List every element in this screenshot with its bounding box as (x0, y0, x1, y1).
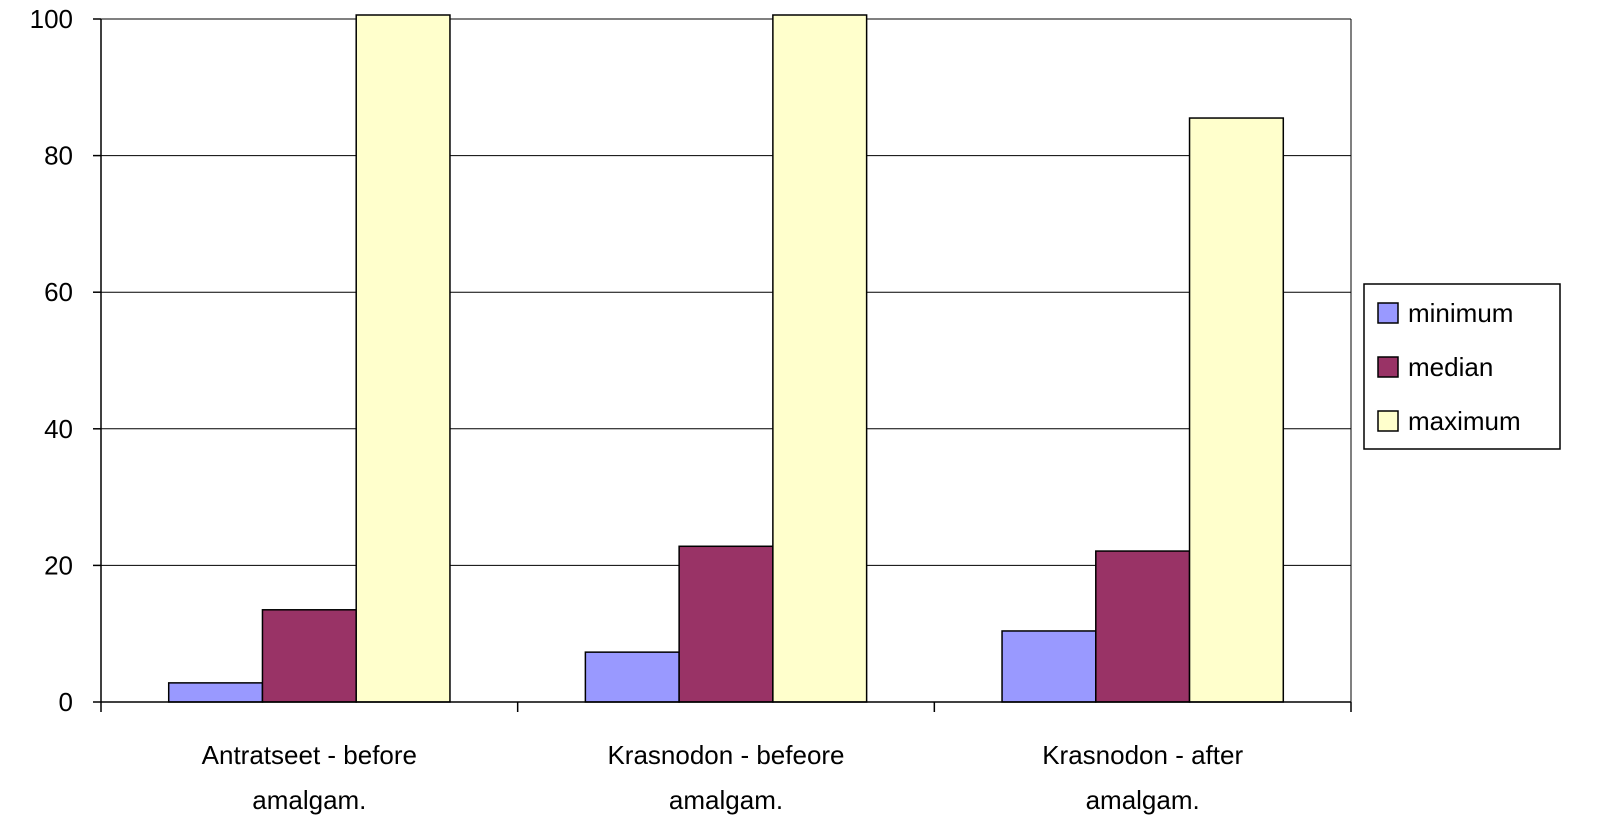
bar-maximum-2 (1188, 117, 1285, 703)
y-tick-label: 0 (59, 687, 73, 717)
y-tick-label: 60 (44, 277, 73, 307)
y-tick-label: 100 (30, 4, 73, 34)
y-tick-label: 40 (44, 414, 73, 444)
x-category-label: Krasnodon - after amalgam. (1042, 740, 1243, 815)
legend-swatch-median (1377, 356, 1399, 378)
x-category-label: Antratseet - before amalgam. (202, 740, 417, 815)
bar-minimum-0 (167, 682, 264, 703)
legend-label-maximum: maximum (1408, 406, 1521, 436)
legend-swatch-minimum (1377, 302, 1399, 324)
legend: minimum median maximum (1363, 283, 1561, 450)
axes (100, 19, 1352, 712)
y-tick-label: 80 (44, 141, 73, 171)
bar-maximum-0 (355, 14, 451, 703)
legend-label-median: median (1408, 352, 1493, 382)
bars (167, 14, 1285, 703)
y-tick-label: 20 (44, 550, 73, 580)
x-category-label: Krasnodon - befeore amalgam. (607, 740, 844, 815)
bar-minimum-2 (1001, 630, 1097, 703)
legend-label-minimum: minimum (1408, 298, 1513, 328)
bar-median-2 (1095, 550, 1191, 703)
y-axis-ticks: 0 20 40 60 80 100 (30, 4, 101, 717)
x-axis-labels: Antratseet - before amalgam. Krasnodon - b… (202, 740, 1244, 815)
bar-median-1 (678, 545, 774, 703)
bar-maximum-1 (772, 14, 868, 703)
bar-median-0 (261, 609, 357, 703)
bar-minimum-1 (584, 651, 680, 703)
legend-swatch-maximum (1377, 410, 1399, 432)
